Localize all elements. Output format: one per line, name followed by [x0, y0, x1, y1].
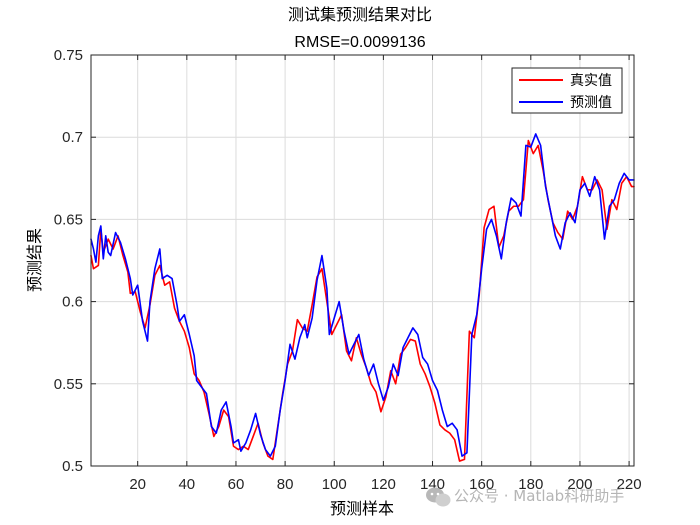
- y-tick-label: 0.7: [62, 129, 83, 146]
- x-tick-label: 100: [322, 476, 347, 493]
- y-tick-label: 0.65: [54, 211, 83, 228]
- x-axis-label: 预测样本: [330, 499, 394, 518]
- tick-marks: [91, 54, 634, 467]
- series-line-1: [90, 133, 635, 457]
- x-tick-labels: 20 40 60 80 100 120 140 160 180 200 220: [129, 476, 641, 493]
- legend-label-series-1: 预测值: [570, 95, 612, 111]
- axes-background: [91, 55, 634, 466]
- y-tick-label: 0.75: [54, 47, 83, 64]
- x-tick-label: 180: [518, 476, 543, 493]
- legend-box: [511, 67, 623, 114]
- x-tick-label: 80: [277, 476, 294, 493]
- x-tick-label: 160: [469, 476, 494, 493]
- y-tick-labels: 0.5 0.55 0.6 0.65 0.7 0.75: [54, 47, 83, 475]
- grid-lines: [91, 54, 634, 467]
- y-tick-label: 0.5: [62, 458, 83, 475]
- y-axis-label: 预测结果: [25, 228, 44, 292]
- x-tick-label: 20: [129, 476, 146, 493]
- x-tick-label: 120: [371, 476, 396, 493]
- watermark-text: 公众号 · Matlab科研助手: [454, 487, 624, 505]
- chart-title: 测试集预测结果对比: [288, 5, 432, 24]
- legend-label-series-0: 真实值: [570, 73, 612, 89]
- y-tick-label: 0.55: [54, 376, 83, 393]
- x-tick-label: 220: [617, 476, 642, 493]
- watermark: 公众号 · Matlab科研助手: [426, 487, 624, 507]
- wechat-icon: [426, 487, 451, 507]
- y-tick-label: 0.6: [62, 294, 83, 311]
- series-layer: [90, 133, 635, 462]
- legend: 真实值 预测值: [511, 67, 623, 114]
- chart-subtitle: RMSE=0.0099136: [294, 34, 425, 51]
- x-tick-label: 40: [178, 476, 195, 493]
- axes-box: [90, 54, 635, 467]
- plot-area: [90, 54, 635, 467]
- x-tick-label: 200: [567, 476, 592, 493]
- x-tick-label: 60: [228, 476, 245, 493]
